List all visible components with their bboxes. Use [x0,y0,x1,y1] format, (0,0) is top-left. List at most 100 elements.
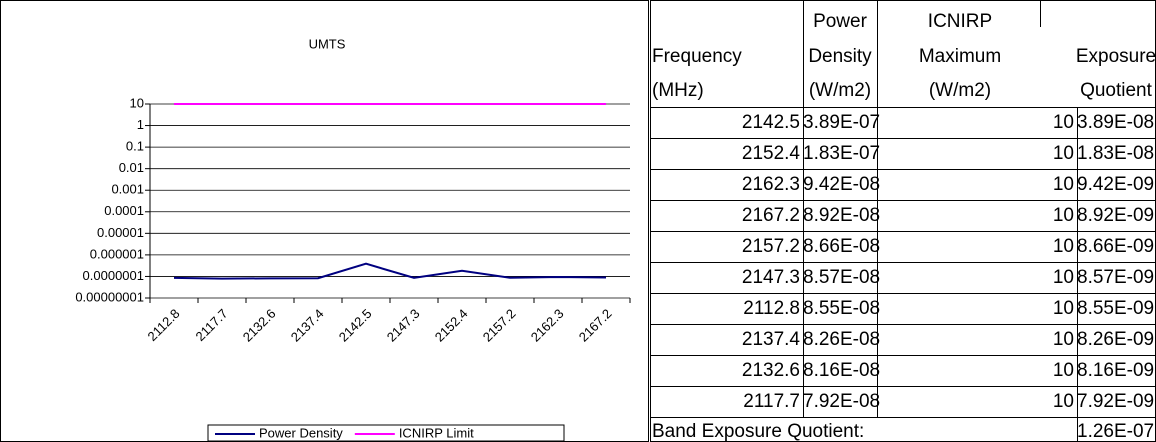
chart-frame [0,0,649,442]
table-cell: 10 [1052,236,1074,257]
row-border [650,200,1156,201]
col-border [803,107,804,138]
col-border [877,138,878,169]
table-cell: 2162.3 [741,174,800,195]
header-cell: Power [813,11,867,32]
header-cell: Maximum [918,46,1002,67]
header-cell: ICNIRP [927,11,993,32]
y-tick-label: 10 [130,95,144,110]
table-cell: 10 [1052,329,1074,350]
table-cell: 2157.2 [741,236,800,257]
chart: UMTS 10 1 0.1 0.01 0.001 0.0001 0.00001 0.00000… [0,0,649,442]
col-border [1077,107,1078,138]
col-border [877,200,878,231]
col-border [803,293,804,324]
table-cell: 8.16E-08 [803,360,881,381]
row-border [650,417,1156,418]
table-cell: 10 [1052,360,1074,381]
table-cell: 10 [1052,267,1074,288]
col-border [1077,355,1078,386]
table-cell: 10 [1052,391,1074,412]
col-border [877,107,878,138]
header-border [1040,0,1041,27]
y-tick-label: 0.0000001 [83,268,144,283]
table-cell: 2152.4 [741,143,800,164]
row-border [650,169,1156,170]
row-border [650,293,1156,294]
col-border [650,0,651,442]
table-cell: 7.92E-09 [1077,391,1155,412]
table-cell: 2112.8 [743,298,800,319]
col-border [1077,200,1078,231]
col-border [1077,417,1078,442]
col-border [877,231,878,262]
header-cell: Density [808,46,872,67]
table-cell: 2142.5 [741,112,800,133]
row-border [650,262,1156,263]
table-cell: 9.42E-09 [1077,174,1155,195]
table-cell: 2132.6 [741,360,800,381]
y-tick-label: 0.1 [126,139,144,154]
table-cell: 2167.2 [741,205,800,226]
col-border [877,324,878,355]
table-cell: 10 [1052,143,1074,164]
table-cell: 8.92E-08 [803,205,881,226]
col-border [1077,293,1078,324]
header-cell: (MHz) [652,80,704,101]
col-border [1077,324,1078,355]
y-tick-label: 0.000001 [90,246,144,261]
footer-label: Band Exposure Quotient: [652,421,865,442]
col-border [803,231,804,262]
col-border [1077,386,1078,417]
header-cell: Quotient [1080,80,1152,101]
row-border [650,386,1156,387]
table-cell: 2147.3 [741,267,800,288]
table-cell: 8.57E-09 [1077,267,1155,288]
header-cell: Frequency [652,46,742,67]
table-cell: 1.83E-08 [1077,143,1155,164]
table-cell: 1.83E-07 [803,143,881,164]
col-border [877,355,878,386]
y-tick-label: 0.01 [119,160,144,175]
header-cell: (W/m2) [808,80,872,101]
table-cell: 8.66E-08 [803,236,881,257]
footer-value: 1.26E-07 [1077,421,1155,442]
table-cell: 8.92E-09 [1077,205,1155,226]
col-border [803,138,804,169]
legend-label: Power Density [259,425,343,440]
table-cell: 8.55E-09 [1077,298,1155,319]
header-border [877,0,878,107]
row-border [650,138,1156,139]
col-border [803,386,804,417]
col-border [803,262,804,293]
y-tick-label: 0.0001 [104,203,144,218]
row-border [650,0,1156,1]
row-border [650,355,1156,356]
col-border [803,169,804,200]
series-line [173,262,607,280]
table-cell: 8.16E-09 [1077,360,1155,381]
chart-title: UMTS [309,36,346,51]
col-border [877,293,878,324]
table-cell: 10 [1052,112,1074,133]
table-cell: 2117.7 [743,391,800,412]
col-border [1077,138,1078,169]
table-cell: 8.57E-08 [803,267,881,288]
col-border [1077,169,1078,200]
table-cell: 8.26E-09 [1077,329,1155,350]
table-cell: 10 [1052,205,1074,226]
col-border [803,200,804,231]
row-border [650,231,1156,232]
table-cell: 7.92E-08 [803,391,881,412]
y-tick-label: 0.00001 [97,225,144,240]
table-cell: 10 [1052,298,1074,319]
col-border [1077,262,1078,293]
y-tick-label: 0.001 [111,182,144,197]
table-cell: 10 [1052,174,1074,195]
table-cell: 3.89E-08 [1077,112,1155,133]
row-border [650,107,1156,108]
header-cell: Exposure [1075,46,1156,67]
table-cell: 8.66E-09 [1077,236,1155,257]
col-border [877,386,878,417]
